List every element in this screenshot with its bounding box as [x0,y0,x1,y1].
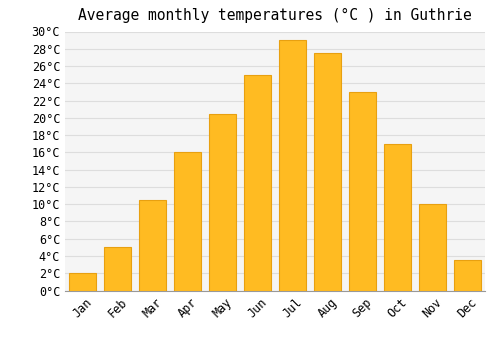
Bar [244,75,270,290]
Bar [174,152,201,290]
Bar [104,247,130,290]
Bar [384,144,410,290]
Bar [454,260,480,290]
Bar [140,200,166,290]
Bar [210,113,236,290]
Bar [420,204,446,290]
Bar [280,40,305,290]
Title: Average monthly temperatures (°C ) in Guthrie: Average monthly temperatures (°C ) in Gu… [78,8,472,23]
Bar [350,92,376,290]
Bar [70,273,96,290]
Bar [314,53,340,290]
